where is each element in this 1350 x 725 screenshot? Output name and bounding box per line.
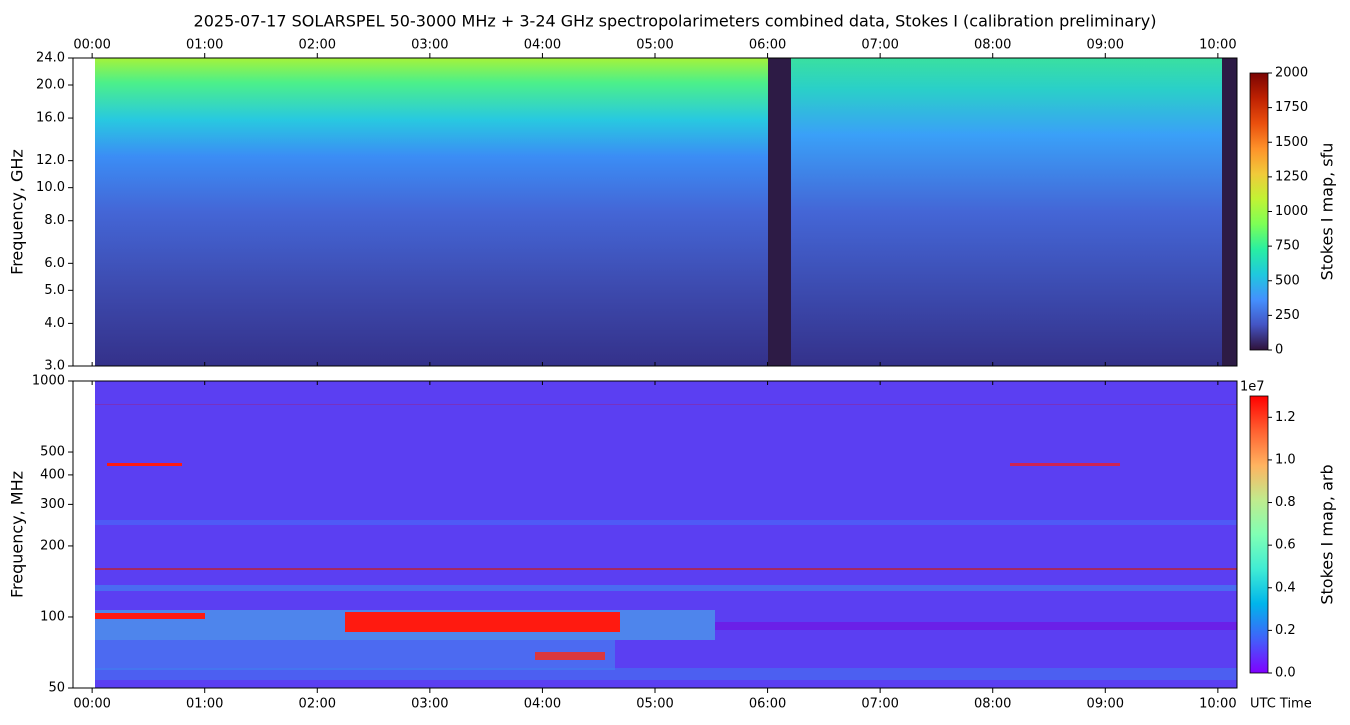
y-axis-label: Frequency, MHz (8, 471, 27, 598)
colorbar-tick-label: 500 (1275, 273, 1300, 288)
x-tick-label: 06:00 (749, 697, 786, 712)
x-tick-label: 04:00 (524, 38, 561, 53)
x-tick-label: 04:00 (524, 697, 561, 712)
x-tick-label: 08:00 (974, 697, 1011, 712)
colorbar-tick-label: 1750 (1275, 100, 1308, 115)
y-tick-label: 4.0 (44, 316, 65, 331)
y-tick-label: 400 (40, 467, 65, 482)
y-tick-label: 100 (40, 609, 65, 624)
colorbar-tick-label: 0.6 (1275, 538, 1296, 553)
x-tick-label: 08:00 (974, 38, 1011, 53)
y-tick-label: 10.0 (36, 180, 65, 195)
colorbar-offset: 1e7 (1240, 380, 1265, 395)
colorbar-tick-label: 0.8 (1275, 495, 1296, 510)
y-tick-label: 200 (40, 538, 65, 553)
x-tick-label: 01:00 (186, 697, 223, 712)
colorbar-tick-label: 1000 (1275, 204, 1308, 219)
x-tick-label: 01:00 (186, 38, 223, 53)
x-tick-label: 09:00 (1087, 697, 1124, 712)
y-tick-label: 1000 (32, 374, 65, 389)
colorbar-tick-label: 1.2 (1275, 410, 1296, 425)
x-tick-label: 02:00 (299, 697, 336, 712)
y-tick-label: 3.0 (44, 359, 65, 374)
y-axis-label: Frequency, GHz (8, 149, 27, 275)
x-axis-label: UTC Time (1250, 697, 1312, 712)
x-tick-label: 10:00 (1199, 697, 1236, 712)
y-tick-label: 8.0 (44, 213, 65, 228)
x-tick-label: 05:00 (636, 38, 673, 53)
colorbar-tick-label: 1500 (1275, 135, 1308, 150)
colorbar-tick-label: 0.2 (1275, 623, 1296, 638)
y-tick-label: 24.0 (36, 51, 65, 66)
colorbar-tick-label: 0.0 (1275, 666, 1296, 681)
y-tick-label: 5.0 (44, 283, 65, 298)
x-tick-label: 03:00 (411, 697, 448, 712)
x-tick-label: 00:00 (73, 38, 110, 53)
spectrogram-image (95, 58, 1237, 688)
y-tick-label: 50 (48, 681, 65, 696)
chart-title: 2025-07-17 SOLARSPEL 50-3000 MHz + 3-24 … (194, 12, 1157, 31)
y-tick-label: 20.0 (36, 78, 65, 93)
x-tick-label: 03:00 (411, 38, 448, 53)
colorbar (1249, 395, 1269, 674)
colorbar-tick-label: 1250 (1275, 169, 1308, 184)
x-tick-label: 10:00 (1199, 38, 1236, 53)
colorbar-label: Stokes I map, arb (1318, 464, 1337, 604)
colorbar-tick-label: 0 (1275, 343, 1283, 358)
y-tick-label: 16.0 (36, 111, 65, 126)
colorbar-tick-label: 0.4 (1275, 580, 1296, 595)
x-tick-label: 07:00 (861, 697, 898, 712)
colorbar-tick-label: 1.0 (1275, 452, 1296, 467)
x-tick-label: 07:00 (861, 38, 898, 53)
colorbar-tick-label: 750 (1275, 239, 1300, 254)
x-tick-label: 00:00 (73, 697, 110, 712)
colorbar-label: Stokes I map, sfu (1318, 143, 1337, 281)
colorbar (1249, 72, 1269, 351)
x-tick-label: 06:00 (749, 38, 786, 53)
colorbar-tick-label: 250 (1275, 308, 1300, 323)
x-tick-label: 05:00 (636, 697, 673, 712)
colorbar-tick-label: 2000 (1275, 66, 1308, 81)
x-tick-label: 02:00 (299, 38, 336, 53)
y-tick-label: 6.0 (44, 256, 65, 271)
x-tick-label: 09:00 (1087, 38, 1124, 53)
y-tick-label: 12.0 (36, 153, 65, 168)
y-tick-label: 300 (40, 497, 65, 512)
y-tick-label: 500 (40, 445, 65, 460)
